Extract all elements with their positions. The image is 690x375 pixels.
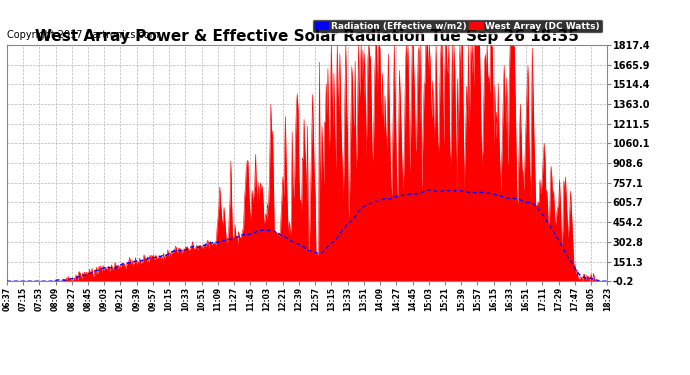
Title: West Array Power & Effective Solar Radiation Tue Sep 26 18:35: West Array Power & Effective Solar Radia… (35, 29, 579, 44)
Text: Copyright 2017 Cartronics.com: Copyright 2017 Cartronics.com (7, 30, 159, 40)
Legend: Radiation (Effective w/m2), West Array (DC Watts): Radiation (Effective w/m2), West Array (… (312, 19, 602, 33)
